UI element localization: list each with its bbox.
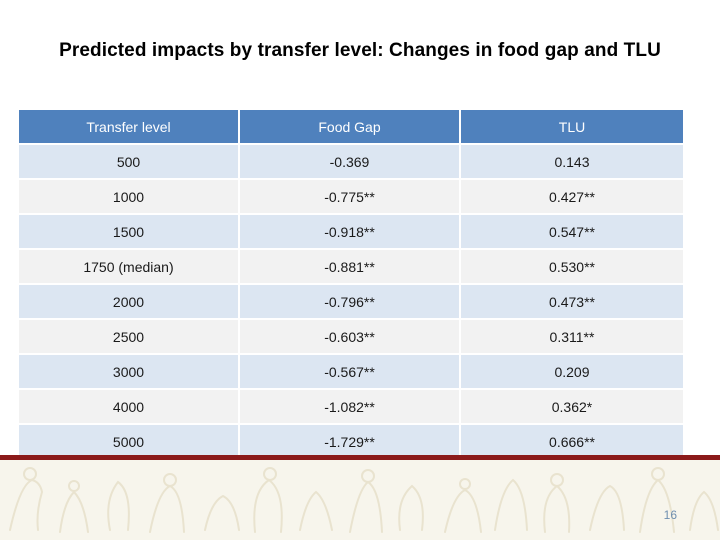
cell-transfer-level: 1000 [19, 178, 240, 213]
table-row: 5000 -1.729** 0.666** [19, 423, 683, 458]
slide-title: Predicted impacts by transfer level: Cha… [59, 40, 661, 61]
cell-tlu: 0.530** [461, 248, 683, 283]
cell-tlu: 0.143 [461, 143, 683, 178]
cell-tlu: 0.427** [461, 178, 683, 213]
table-row: 1750 (median) -0.881** 0.530** [19, 248, 683, 283]
cell-food-gap: -1.082** [240, 388, 461, 423]
slide-number: 16 [663, 508, 677, 522]
table-row: 2500 -0.603** 0.311** [19, 318, 683, 353]
cell-transfer-level: 500 [19, 143, 240, 178]
cell-transfer-level: 2000 [19, 283, 240, 318]
impacts-table: Transfer level Food Gap TLU 500 -0.369 0… [19, 110, 683, 458]
table-row: 1000 -0.775** 0.427** [19, 178, 683, 213]
cell-tlu: 0.209 [461, 353, 683, 388]
table-row: 2000 -0.796** 0.473** [19, 283, 683, 318]
cell-transfer-level: 1750 (median) [19, 248, 240, 283]
cell-tlu: 0.311** [461, 318, 683, 353]
cell-transfer-level: 2500 [19, 318, 240, 353]
cell-tlu: 0.473** [461, 283, 683, 318]
table-header-row: Transfer level Food Gap TLU [19, 110, 683, 143]
cell-tlu: 0.547** [461, 213, 683, 248]
cell-transfer-level: 5000 [19, 423, 240, 458]
cell-food-gap: -0.796** [240, 283, 461, 318]
header-tlu: TLU [461, 110, 683, 143]
header-transfer-level: Transfer level [19, 110, 240, 143]
cell-tlu: 0.362* [461, 388, 683, 423]
table-row: 1500 -0.918** 0.547** [19, 213, 683, 248]
cell-food-gap: -0.369 [240, 143, 461, 178]
figures-pattern-decoration [0, 460, 720, 540]
header-food-gap: Food Gap [240, 110, 461, 143]
cell-food-gap: -0.918** [240, 213, 461, 248]
cell-food-gap: -0.881** [240, 248, 461, 283]
cell-tlu: 0.666** [461, 423, 683, 458]
cell-food-gap: -0.567** [240, 353, 461, 388]
decorative-footer-band [0, 455, 720, 540]
cell-food-gap: -1.729** [240, 423, 461, 458]
table-row: 500 -0.369 0.143 [19, 143, 683, 178]
cell-food-gap: -0.775** [240, 178, 461, 213]
table-row: 4000 -1.082** 0.362* [19, 388, 683, 423]
cell-transfer-level: 1500 [19, 213, 240, 248]
footer-rule [0, 455, 720, 460]
cell-transfer-level: 4000 [19, 388, 240, 423]
cell-food-gap: -0.603** [240, 318, 461, 353]
cell-transfer-level: 3000 [19, 353, 240, 388]
table-row: 3000 -0.567** 0.209 [19, 353, 683, 388]
